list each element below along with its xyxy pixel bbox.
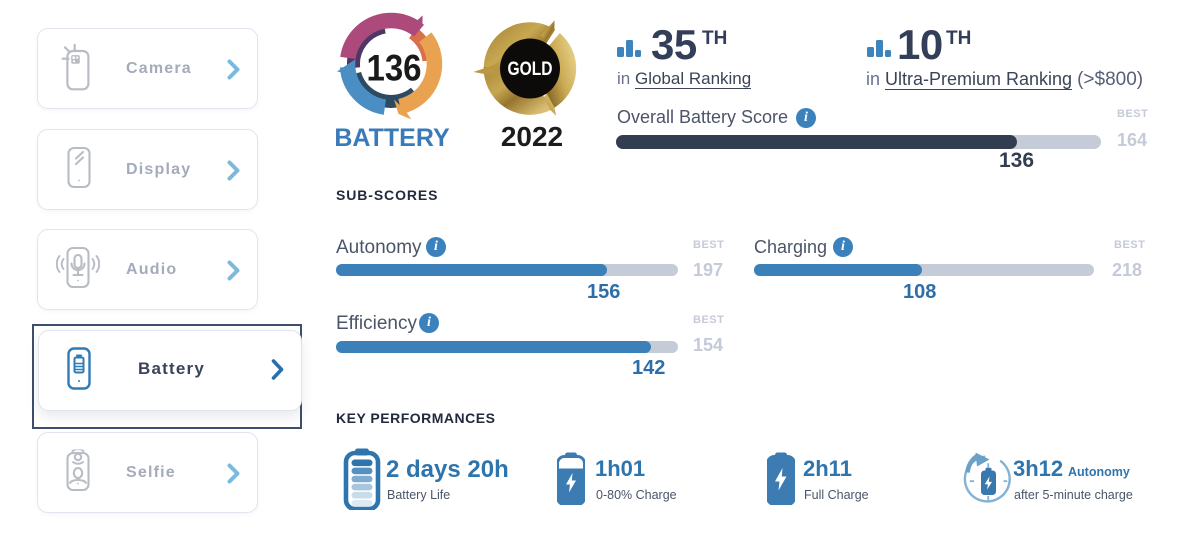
svg-text:GOLD: GOLD [508, 59, 553, 80]
svg-text:136: 136 [367, 48, 422, 89]
